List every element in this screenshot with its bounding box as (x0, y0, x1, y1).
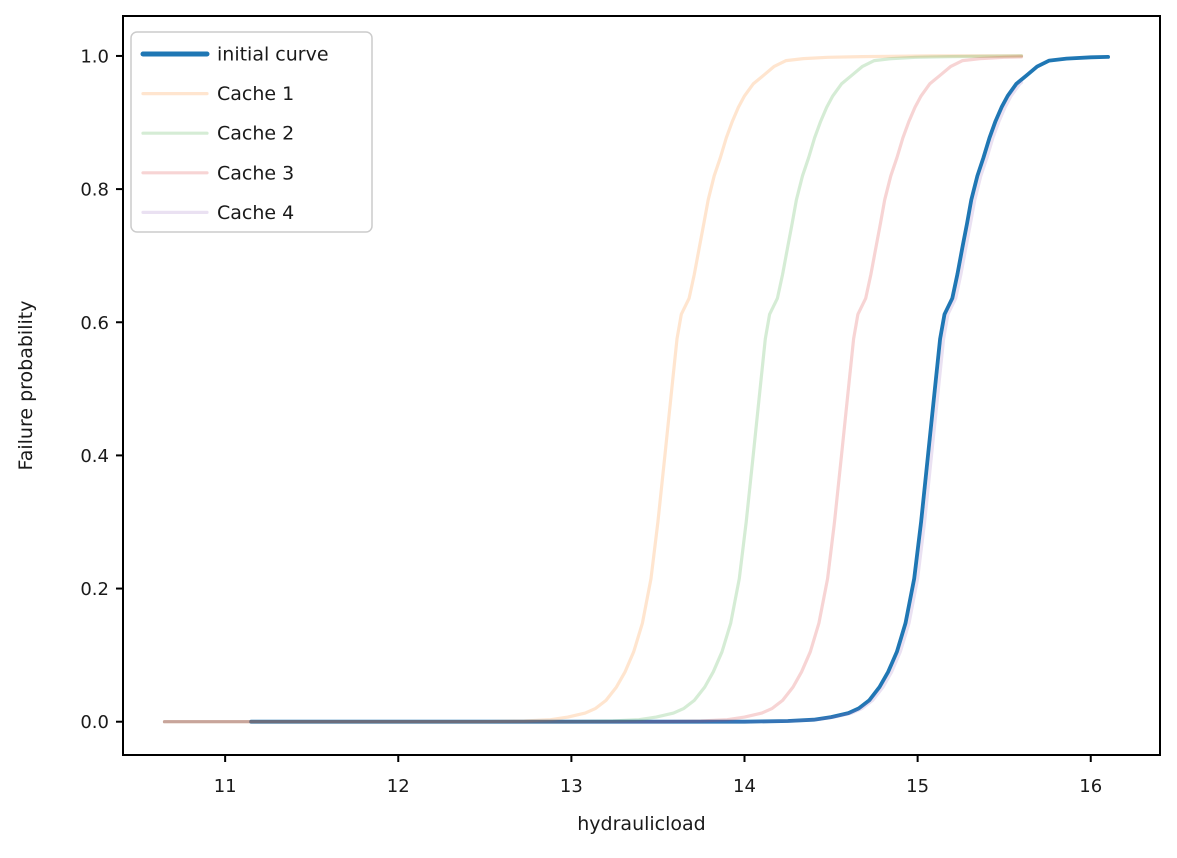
x-tick-label: 15 (906, 776, 929, 797)
legend-box (130, 31, 373, 233)
curve-cache-1 (162, 54, 1024, 724)
curve-cache-4 (162, 80, 1024, 724)
x-tick-label: 12 (387, 776, 410, 797)
legend: initial curve Cache 1 Cache 2 Cache 3 Cache … (130, 31, 373, 233)
x-axis-label: hydraulicload (577, 813, 705, 835)
y-tick-label: 0.2 (80, 579, 109, 600)
y-tick-label: 0.0 (80, 712, 109, 733)
y-tick-label: 1.0 (80, 46, 109, 67)
legend-label: initial curve (217, 44, 329, 66)
y-tick-label: 0.4 (80, 446, 109, 467)
y-tick-label: 0.8 (80, 180, 109, 201)
plot-frame (122, 15, 1161, 756)
legend-label: Cache 1 (217, 83, 294, 105)
y-axis-label: Failure probability (15, 301, 37, 471)
curve-initial-curve (249, 55, 1110, 724)
legend-label: Cache 3 (217, 162, 294, 184)
y-tick-label: 0.6 (80, 313, 109, 334)
x-tick-label: 11 (214, 776, 237, 797)
x-tick-label: 16 (1079, 776, 1102, 797)
curve-cache-2 (162, 54, 1024, 724)
x-tick-label: 13 (560, 776, 583, 797)
legend-label: Cache 4 (217, 202, 294, 224)
legend-label: Cache 2 (217, 123, 294, 145)
curve-cache-3 (162, 55, 1024, 724)
x-tick-label: 14 (733, 776, 756, 797)
